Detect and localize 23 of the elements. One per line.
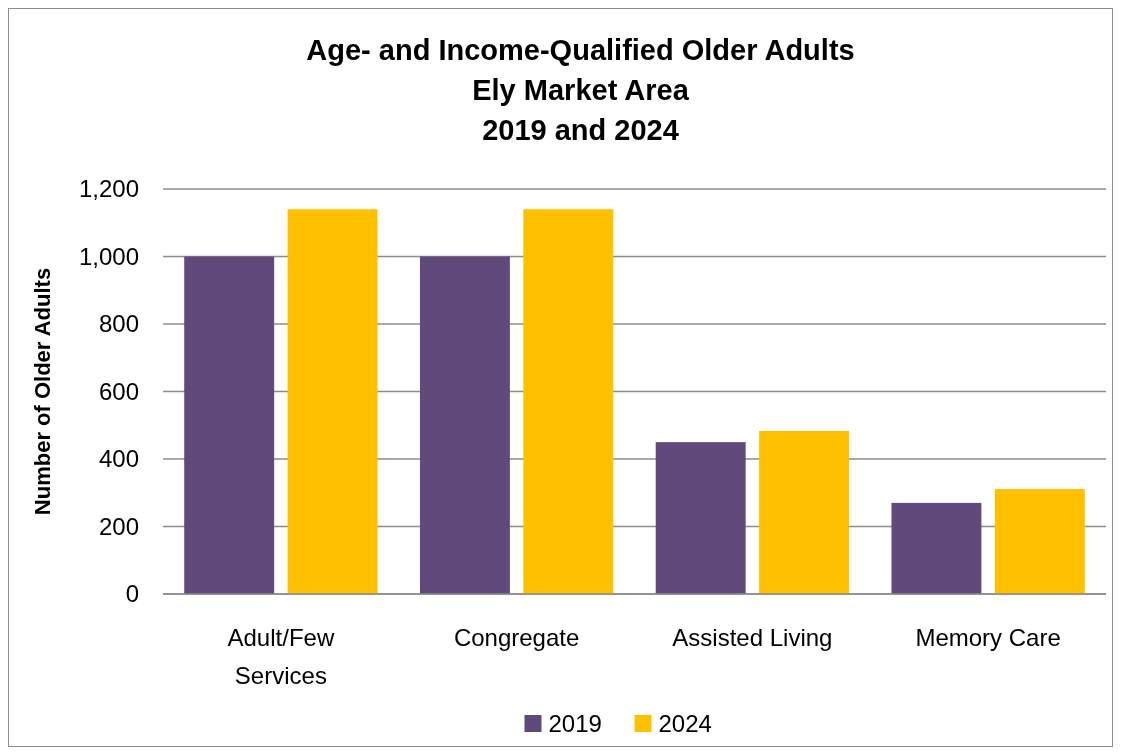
bar <box>891 502 982 594</box>
x-tick-label: Congregate <box>453 624 580 651</box>
y-tick-label: 600 <box>98 377 139 405</box>
y-tick-label: 1,000 <box>78 242 139 270</box>
bar <box>184 256 275 594</box>
bar <box>655 442 746 594</box>
y-tick-label: 800 <box>98 310 139 338</box>
x-tick-label: Assisted Living <box>672 624 833 651</box>
bar <box>523 209 614 594</box>
y-tick-label: 400 <box>98 445 139 473</box>
y-tick-label: 1,200 <box>78 175 139 203</box>
bar <box>419 256 510 594</box>
y-tick-label: 0 <box>125 580 139 608</box>
chart-title: Age- and Income-Qualified Older Adults Ely Market Area 2019 and 2024 <box>306 34 855 146</box>
legend-label: 2019 <box>548 710 602 738</box>
y-axis-title: Number of Older Adults <box>30 267 55 516</box>
legend-label: 2024 <box>658 710 712 738</box>
bar <box>759 430 850 594</box>
x-tick-label: Adult/Few Services <box>227 624 335 689</box>
bar <box>994 489 1085 594</box>
x-tick-label: Memory Care <box>915 624 1061 651</box>
y-tick-label: 200 <box>98 512 139 540</box>
bar <box>287 209 378 594</box>
